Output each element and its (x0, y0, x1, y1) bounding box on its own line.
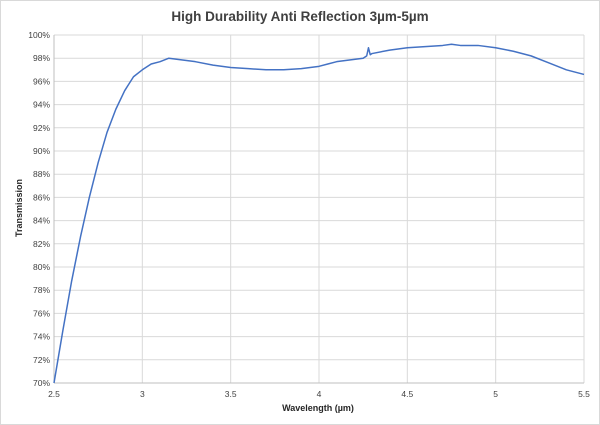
y-tick-label: 86% (33, 192, 50, 202)
x-axis-title: Wavelength (µm) (282, 403, 354, 413)
x-tick-label: 5 (493, 389, 498, 399)
series-layer (53, 43, 585, 384)
y-tick-label: 96% (33, 76, 50, 86)
y-tick-label: 70% (33, 378, 50, 388)
x-tick-label: 3.5 (225, 389, 237, 399)
y-tick-label: 76% (33, 308, 50, 318)
series-line-0 (53, 43, 585, 384)
y-tick-label: 78% (33, 285, 50, 295)
y-tick-label: 90% (33, 146, 50, 156)
y-tick-label: 100% (28, 30, 50, 40)
y-tick-label: 94% (33, 100, 50, 110)
y-tick-label: 84% (33, 216, 50, 226)
y-tick-label: 72% (33, 355, 50, 365)
x-tick-label: 3 (140, 389, 145, 399)
x-tick-label: 4.5 (401, 389, 413, 399)
y-axis-title: Transmission (14, 179, 24, 237)
y-tick-label: 98% (33, 53, 50, 63)
grid-lines (54, 34, 585, 383)
x-tick-label: 2.5 (48, 389, 60, 399)
tick-labels: 70% 72% 74% 76% 78% 80% 82% 84% 86% 88% 90% 92% 94% 9… (28, 30, 590, 399)
y-tick-label: 92% (33, 123, 50, 133)
axes (53, 35, 584, 384)
y-tick-label: 82% (33, 239, 50, 249)
x-tick-label: 5.5 (578, 389, 590, 399)
chart-title: High Durability Anti Reflection 3µm-5µm (171, 9, 429, 24)
y-tick-label: 74% (33, 332, 50, 342)
y-tick-label: 88% (33, 169, 50, 179)
y-tick-label: 80% (33, 262, 50, 272)
x-tick-label: 4 (317, 389, 322, 399)
